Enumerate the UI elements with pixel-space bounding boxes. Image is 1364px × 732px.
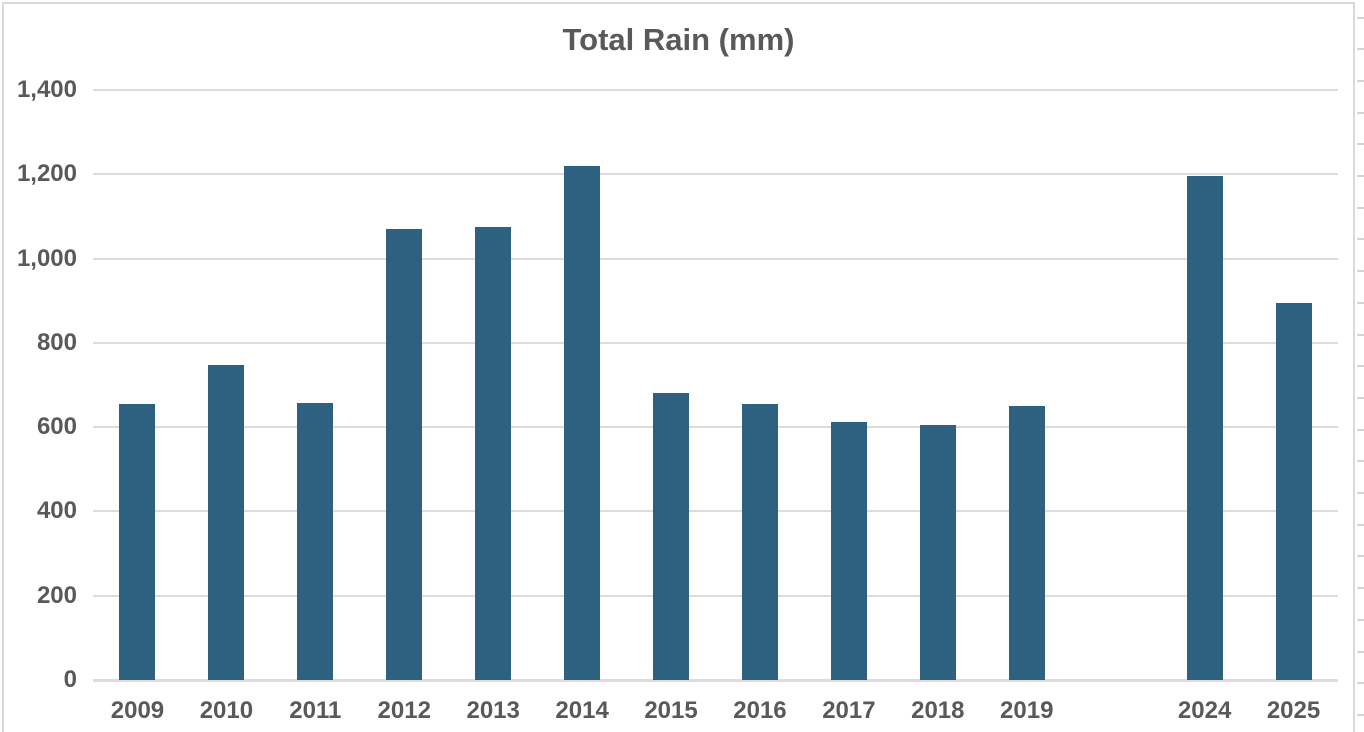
spreadsheet-row-tick xyxy=(1357,143,1364,146)
x-axis-label: 2013 xyxy=(466,697,520,724)
x-axis-label: 2018 xyxy=(911,697,965,724)
bar-2025[interactable] xyxy=(1275,303,1312,680)
x-axis-label: 2025 xyxy=(1266,697,1321,724)
spreadsheet-row-tick xyxy=(1357,270,1364,273)
y-axis-tick-label: 200 xyxy=(36,581,77,609)
spreadsheet-row-tick xyxy=(1357,16,1364,19)
spreadsheet-row-tick xyxy=(1357,301,1364,304)
gridline xyxy=(93,89,1338,91)
spreadsheet-row-tick xyxy=(1357,618,1364,621)
bar-2009[interactable] xyxy=(119,403,156,680)
gridline xyxy=(93,594,1338,597)
spreadsheet-row-tick xyxy=(1357,587,1364,590)
spreadsheet-row-tick xyxy=(1357,175,1364,177)
spreadsheet-row-tick xyxy=(1357,48,1364,51)
bar-2015[interactable] xyxy=(653,393,690,680)
bar-2010[interactable] xyxy=(208,365,245,680)
spreadsheet-row-tick xyxy=(1357,713,1364,716)
chart-title: Total Rain (mm) xyxy=(562,22,795,57)
spreadsheet-row-tick xyxy=(1357,555,1364,558)
x-axis-label: 2015 xyxy=(644,697,698,724)
x-axis-label: 2016 xyxy=(733,697,787,724)
spreadsheet-row-tick xyxy=(1357,79,1364,82)
spreadsheet-row-tick xyxy=(1357,238,1364,241)
bar-2019[interactable] xyxy=(1008,406,1045,680)
bar-2018[interactable] xyxy=(919,425,956,680)
x-axis-label: 2012 xyxy=(377,697,431,724)
x-axis-label: 2010 xyxy=(199,697,254,724)
spreadsheet-row-tick xyxy=(1357,111,1364,114)
bar-2017[interactable] xyxy=(830,422,867,680)
spreadsheet-row-tick xyxy=(1357,650,1364,653)
x-axis-label: 2017 xyxy=(822,697,876,724)
x-axis-baseline xyxy=(93,679,1338,682)
gridline xyxy=(93,510,1338,513)
x-axis-label: 2011 xyxy=(289,697,342,724)
gridline xyxy=(93,426,1338,429)
gridline xyxy=(93,257,1338,260)
bar-2024[interactable] xyxy=(1186,175,1223,680)
y-axis-tick-label: 1,000 xyxy=(16,244,77,272)
x-axis-label: 2009 xyxy=(110,697,165,724)
y-axis-tick-label: 1,200 xyxy=(16,160,77,188)
spreadsheet-row-tick xyxy=(1357,428,1364,431)
x-axis-label: 2024 xyxy=(1177,697,1232,724)
spreadsheet-row-tick xyxy=(1357,333,1364,336)
x-axis-label: 2014 xyxy=(555,697,609,724)
x-axis-label: 2019 xyxy=(1000,697,1054,724)
spreadsheet-row-tick xyxy=(1357,396,1364,399)
bar-2013[interactable] xyxy=(475,227,512,680)
gridline xyxy=(93,341,1338,344)
y-axis-tick-label: 0 xyxy=(63,666,77,693)
spreadsheet-row-tick xyxy=(1357,206,1364,209)
spreadsheet-row-tick xyxy=(1357,523,1364,526)
spreadsheet-row-tick xyxy=(1357,365,1364,368)
bar-2014[interactable] xyxy=(564,166,601,680)
y-axis-tick-label: 600 xyxy=(36,413,77,441)
bar-2016[interactable] xyxy=(741,404,778,680)
bar-2011[interactable] xyxy=(297,402,334,680)
y-axis-tick-label: 1,400 xyxy=(16,76,77,103)
spreadsheet-row-tick xyxy=(1357,460,1364,463)
y-axis-tick-label: 800 xyxy=(36,328,77,356)
spreadsheet-row-tick xyxy=(1357,682,1364,685)
bar-2012[interactable] xyxy=(386,228,423,680)
spreadsheet-row-tick xyxy=(1357,492,1364,494)
gridline xyxy=(93,173,1338,176)
y-axis-tick-label: 400 xyxy=(36,497,77,525)
